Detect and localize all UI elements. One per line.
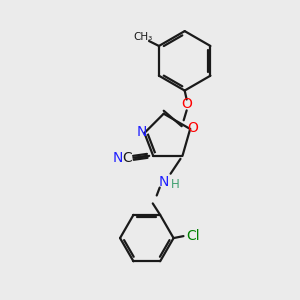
Text: N: N xyxy=(136,125,147,139)
Text: O: O xyxy=(188,121,199,135)
Text: N: N xyxy=(158,175,169,189)
Text: Cl: Cl xyxy=(187,229,200,243)
Text: O: O xyxy=(181,98,192,111)
Text: H: H xyxy=(171,178,180,191)
Text: C: C xyxy=(123,151,132,165)
Text: N: N xyxy=(112,151,123,165)
Text: CH₃: CH₃ xyxy=(134,32,153,42)
